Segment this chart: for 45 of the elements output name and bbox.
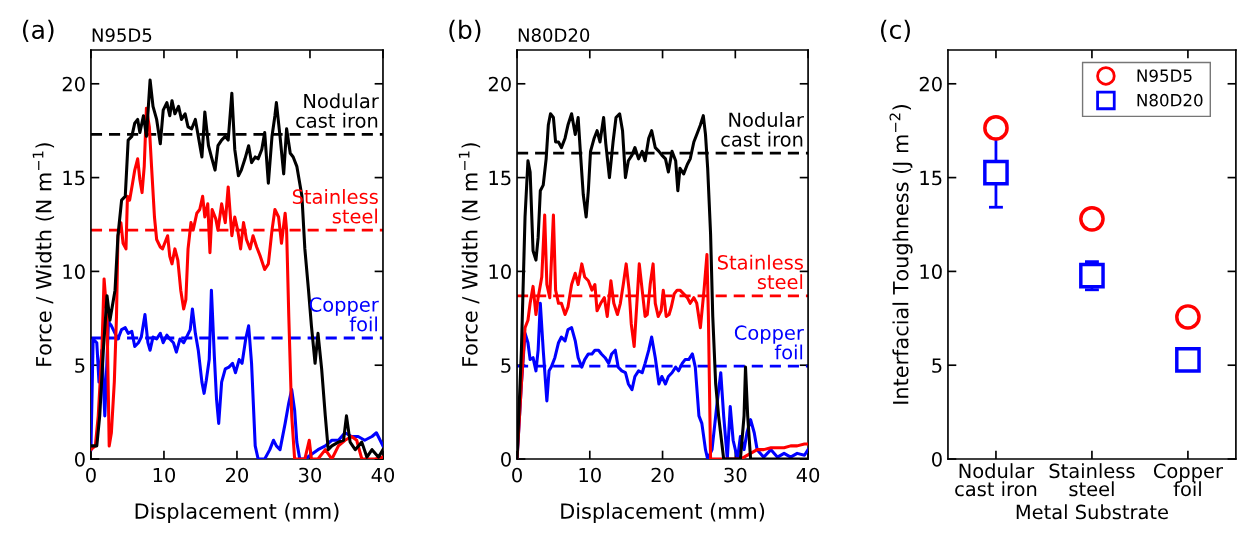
y-tick-label: 20 xyxy=(919,76,942,92)
annotation: Nodular cast iron xyxy=(721,112,804,147)
y-tick-label: 5 xyxy=(75,358,85,373)
y-axis-title: Interfacial Toughness (J m$^{−2}$) xyxy=(889,105,913,404)
chart-title: N80D20 xyxy=(518,28,590,42)
y-tick-label: 15 xyxy=(489,170,511,186)
text: (c) xyxy=(881,19,910,42)
x-tick-label: 10 xyxy=(153,467,176,483)
y-tick-label: 5 xyxy=(932,358,942,373)
y-tick-label: 15 xyxy=(920,170,942,186)
x-axis-title: Metal Substrate xyxy=(1016,504,1168,520)
x-tick-label: 40 xyxy=(371,467,395,483)
y-tick-label: 10 xyxy=(920,264,942,280)
x-tick-label: 0 xyxy=(86,467,96,483)
y-tick-label: 20 xyxy=(62,76,85,92)
x-axis-title: Displacement (mm) xyxy=(561,502,765,523)
x-tick-label: 0 xyxy=(512,467,522,483)
x-tick-label: 30 xyxy=(724,467,747,483)
y-tick-label: 0 xyxy=(74,451,85,467)
x-tick-label: Nodular cast iron xyxy=(955,463,1037,497)
x-tick-label: 40 xyxy=(796,467,820,483)
x-tick-label: 20 xyxy=(226,467,249,483)
annotation: Nodular cast iron xyxy=(296,93,379,128)
y-axis-title: Force / Width (N m$^{−1}$) xyxy=(32,143,55,366)
text: (b) xyxy=(449,19,481,42)
legend-label: N95D5 xyxy=(1137,69,1192,83)
chart-title: N95D5 xyxy=(92,28,152,42)
y-tick-label: 20 xyxy=(488,76,511,92)
x-tick-label: 30 xyxy=(299,467,322,483)
y-tick-label: 15 xyxy=(63,170,85,186)
legend-label: N80D20 xyxy=(1137,93,1203,107)
y-tick-label: 10 xyxy=(63,264,85,280)
y-tick-label: 0 xyxy=(501,451,511,467)
x-axis-title: Displacement (mm) xyxy=(135,502,339,523)
y-tick-label: 5 xyxy=(501,358,511,373)
x-tick-label: 10 xyxy=(579,467,601,483)
annotation: Stainless steel xyxy=(717,254,803,290)
y-tick-label: 0 xyxy=(932,451,942,467)
y-tick-label: 10 xyxy=(489,264,511,280)
x-tick-label: Stainless steel xyxy=(1049,463,1135,497)
text: (a) xyxy=(23,19,54,42)
x-tick-label: Copper foil xyxy=(1153,463,1223,497)
y-axis-title: Force / Width (N m$^{−1}$) xyxy=(458,143,481,366)
annotation: Copper foil xyxy=(734,325,804,360)
x-tick-label: 20 xyxy=(651,467,674,483)
